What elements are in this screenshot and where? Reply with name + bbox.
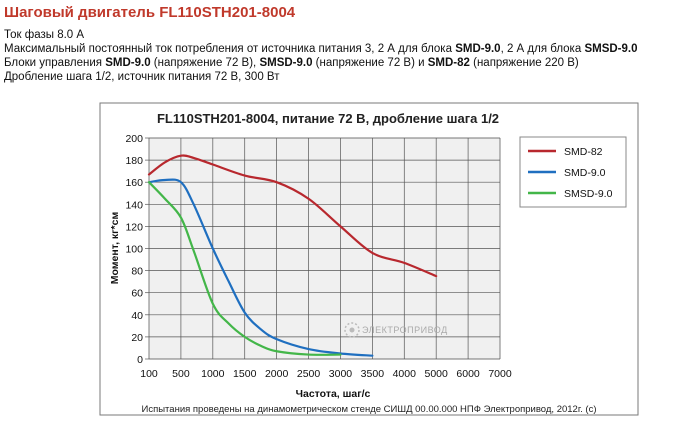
watermark-logo-dot [349,327,355,333]
x-tick-label: 4000 [393,368,417,380]
legend-label: SMD-9.0 [564,167,606,179]
spec-model: SMSD-9.0 [259,57,313,69]
x-tick-label: 1500 [233,368,257,380]
spec-text: , 2 А для блока [500,43,585,55]
y-tick-label: 200 [125,133,143,145]
x-tick-label: 2500 [297,368,321,380]
y-tick-label: 40 [131,310,143,322]
page-title: Шаговый двигатель FL110STH201-8004 [4,4,296,21]
x-tick-label: 5000 [425,368,449,380]
watermark: ЭЛЕКТРОПРИВОД [344,322,448,338]
spec-text: (напряжение 220 В) [469,57,579,69]
spec-text: Дробление шага 1/2, источник питания 72 … [4,71,280,83]
series-line-smd-82 [147,154,438,278]
y-tick-label: 120 [125,221,143,233]
spec-line: Дробление шага 1/2, источник питания 72 … [4,70,279,84]
x-tick-label: 7000 [488,368,512,380]
spec-model: SMD-9.0 [455,43,501,55]
spec-text: Ток фазы 8.0 А [4,29,85,41]
chart-title: FL110STH201-8004, питание 72 В, дроблени… [157,111,499,126]
spec-text: Блоки управления [4,57,106,69]
y-tick-label: 0 [137,354,143,366]
watermark-text: ЭЛЕКТРОПРИВОД [362,325,448,335]
x-tick-label: 500 [172,368,190,380]
x-tick-label: 3000 [329,368,353,380]
spec-text: (напряжение 72 В) и [312,57,428,69]
spec-line: Блоки управления SMD-9.0 (напряжение 72 … [4,56,579,70]
spec-model: SMD-9.0 [105,57,151,69]
spec-model: SMD-82 [427,57,470,69]
series-line-smd-9.0 [147,178,374,357]
caption: Испытания проведены на динамометрическом… [142,404,597,415]
spec-model: SMSD-9.0 [584,43,638,55]
x-tick-label: 6000 [456,368,480,380]
spec-line: Ток фазы 8.0 А [4,28,84,42]
y-tick-label: 160 [125,177,143,189]
legend-label: SMSD-9.0 [564,188,613,200]
y-tick-label: 20 [131,332,143,344]
y-axis-title: Момент, кг*см [109,212,121,285]
x-axis-title: Частота, шаг/с [296,388,371,400]
spec-text: Максимальный постоянный ток потребления … [4,43,456,55]
spec-line: Максимальный постоянный ток потребления … [4,42,637,56]
x-tick-label: 1000 [201,368,225,380]
watermark-logo-icon [344,322,360,338]
y-tick-label: 100 [125,244,143,256]
x-tick-label: 2000 [265,368,289,380]
y-tick-label: 80 [131,266,143,278]
y-tick-label: 140 [125,199,143,211]
spec-text: (напряжение 72 В), [150,57,260,69]
y-tick-label: 60 [131,288,143,300]
series-line-smsd-9.0 [147,181,342,356]
x-tick-label: 3500 [361,368,385,380]
legend-label: SMD-82 [564,146,603,158]
x-tick-label: 100 [140,368,158,380]
y-tick-label: 180 [125,155,143,167]
